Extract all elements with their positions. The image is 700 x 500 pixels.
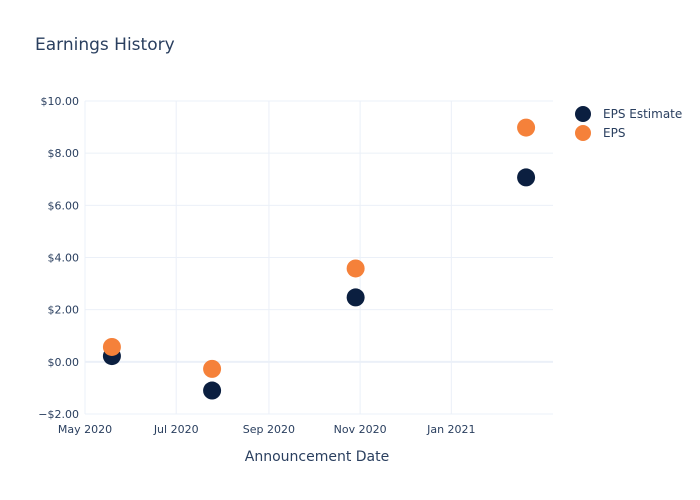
y-tick-label: $4.00	[48, 252, 80, 265]
x-tick-label: Jan 2021	[426, 423, 475, 436]
legend[interactable]: EPS Estimate EPS	[575, 106, 682, 141]
x-axis-ticks: May 2020 Jul 2020 Sep 2020 Nov 2020 Jan 2021	[58, 423, 476, 436]
y-axis-ticks: −$2.00 $0.00 $2.00 $4.00 $6.00 $8.00 $10.00	[38, 95, 79, 421]
series-eps-estimate	[102, 168, 536, 400]
legend-label: EPS	[603, 126, 625, 140]
y-tick-label: $0.00	[48, 356, 80, 369]
x-tick-label: Nov 2020	[334, 423, 387, 436]
y-tick-label: $6.00	[48, 199, 80, 212]
series-eps	[102, 118, 536, 378]
legend-marker	[575, 125, 591, 141]
eps-point[interactable]	[346, 259, 365, 278]
eps-point[interactable]	[203, 359, 222, 378]
eps-point[interactable]	[102, 337, 121, 356]
grid-layer	[84, 100, 553, 415]
plot-area	[102, 118, 536, 400]
legend-item[interactable]: EPS	[575, 125, 625, 141]
y-tick-label: $10.00	[41, 95, 80, 108]
y-tick-label: $2.00	[48, 304, 80, 317]
eps-estimate-point[interactable]	[203, 381, 222, 400]
y-tick-label: −$2.00	[38, 408, 79, 421]
x-tick-label: Sep 2020	[243, 423, 295, 436]
x-tick-label: May 2020	[58, 423, 112, 436]
eps-point[interactable]	[517, 118, 536, 137]
y-tick-label: $8.00	[48, 147, 80, 160]
eps-estimate-point[interactable]	[517, 168, 536, 187]
legend-item[interactable]: EPS Estimate	[575, 106, 682, 122]
eps-estimate-point[interactable]	[346, 288, 365, 307]
x-tick-label: Jul 2020	[153, 423, 199, 436]
legend-label: EPS Estimate	[603, 107, 682, 121]
x-axis-title: Announcement Date	[245, 449, 389, 465]
legend-marker	[575, 106, 591, 122]
chart-title: Earnings History	[35, 35, 175, 55]
